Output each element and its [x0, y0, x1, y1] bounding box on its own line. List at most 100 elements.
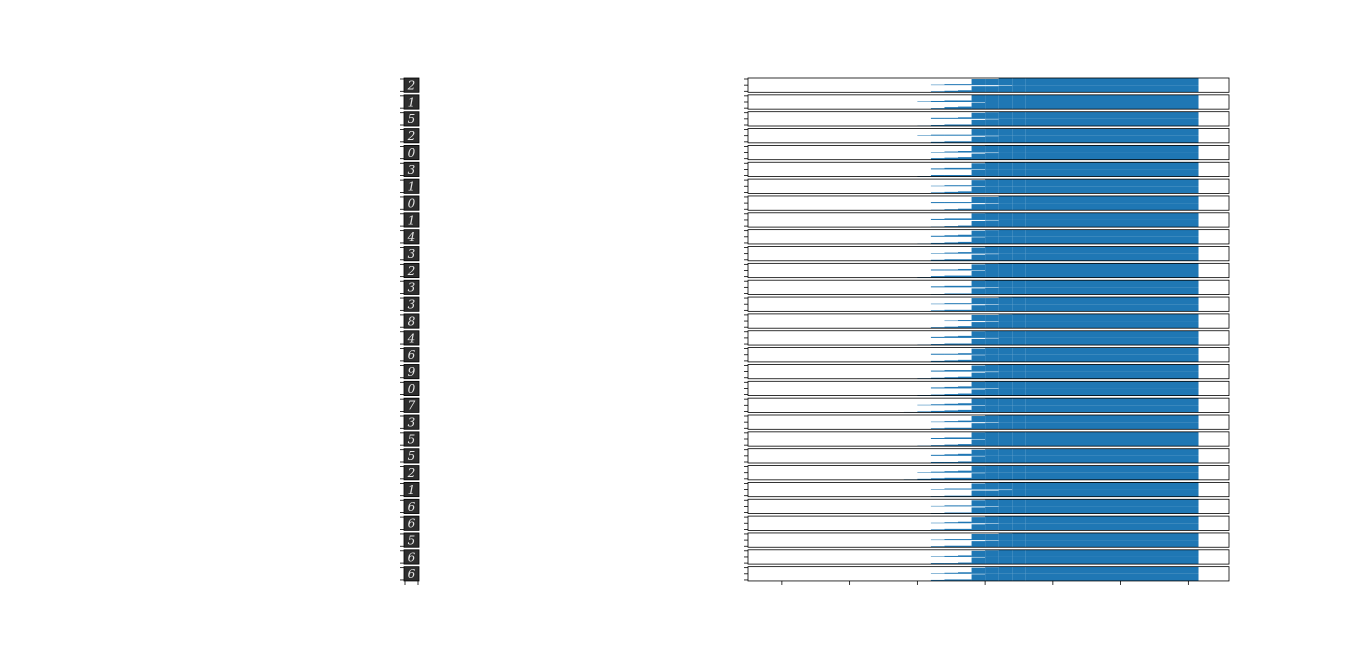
- histogram-bar: [930, 454, 945, 456]
- histogram-bar: [985, 321, 999, 329]
- histogram-bar: [1025, 455, 1199, 463]
- thumbnail-frame: [403, 397, 420, 413]
- histogram-bar: [971, 247, 986, 254]
- histogram-bar: [944, 309, 959, 312]
- histogram-bar: [1012, 455, 1026, 463]
- histogram-bar: [1025, 415, 1199, 423]
- histogram-bar: [985, 449, 999, 456]
- histogram-bar: [944, 488, 959, 490]
- histogram-bar: [971, 541, 986, 548]
- thumbnail-frame: [403, 380, 420, 396]
- digit-label: 3: [408, 416, 416, 430]
- digit-label: 2: [407, 79, 416, 93]
- histogram-bar: [930, 539, 945, 541]
- histogram-bar: [944, 437, 959, 439]
- histogram-bar: [958, 185, 972, 187]
- histogram-bar: [985, 431, 999, 439]
- histogram-bar: [958, 562, 972, 565]
- thumbnail-frame: [403, 246, 420, 262]
- histogram-bar: [985, 314, 999, 322]
- histogram-bar: [985, 153, 999, 160]
- histogram-bar: [971, 567, 986, 574]
- histogram-bar: [930, 336, 945, 338]
- histogram-bar: [998, 152, 1013, 160]
- histogram-bar: [930, 117, 945, 119]
- histogram-bar: [971, 136, 986, 143]
- histogram-bar: [971, 500, 986, 507]
- histogram-bar: [998, 573, 1013, 581]
- thumbnail-frame: [403, 229, 420, 245]
- digit-thumbnail: 2: [400, 262, 420, 279]
- histogram-bar: [944, 370, 959, 372]
- histogram-bar: [1025, 263, 1199, 271]
- histogram-bar: [1012, 321, 1026, 329]
- thumbnail-frame: [403, 515, 420, 531]
- histogram-bar: [971, 365, 986, 372]
- histogram-bar: [1012, 287, 1026, 295]
- digit-label: 3: [408, 247, 416, 261]
- histogram-bar: [1012, 313, 1026, 322]
- histogram-bar: [1012, 465, 1026, 473]
- histogram-bar: [971, 94, 986, 102]
- histogram-bar: [1025, 246, 1199, 254]
- histogram-bar: [998, 405, 1013, 413]
- histogram-bar: [971, 230, 986, 237]
- histogram-bar: [1025, 78, 1199, 86]
- digit-label: 9: [408, 365, 416, 379]
- thumbnail-frame: [403, 212, 420, 228]
- histogram-bar: [998, 162, 1013, 170]
- histogram-bar: [1012, 270, 1026, 278]
- histogram-bar: [998, 455, 1013, 463]
- digit-label: 3: [408, 298, 416, 312]
- histogram-bar: [971, 348, 986, 355]
- digit-thumbnail: 0: [400, 380, 420, 396]
- histogram-bar: [998, 330, 1013, 338]
- histogram-bar: [944, 275, 959, 278]
- thumbnail-frame: [403, 161, 420, 177]
- thumbnail-frame: [403, 144, 420, 161]
- histogram-bar: [1012, 549, 1026, 557]
- histogram-bar: [985, 567, 999, 574]
- histogram-panel: [744, 296, 1230, 312]
- histogram-bar: [1025, 405, 1199, 413]
- histogram-bar: [958, 234, 972, 237]
- histogram-bar: [971, 517, 986, 524]
- histogram-bar: [944, 90, 959, 93]
- histogram-bar: [958, 477, 972, 480]
- histogram-bar: [1025, 523, 1199, 531]
- histogram-bar: [985, 388, 999, 396]
- histogram-bar: [1025, 229, 1199, 237]
- histogram-bar: [917, 404, 931, 406]
- histogram-bar: [985, 556, 999, 565]
- histogram-bar: [930, 370, 945, 372]
- histogram-bar: [944, 336, 959, 338]
- histogram-bar: [971, 372, 986, 379]
- histogram-panel: [744, 380, 1230, 396]
- digit-thumbnail: 0: [400, 144, 420, 161]
- histogram-bar: [985, 338, 999, 346]
- histogram-bar: [971, 280, 986, 288]
- histogram-bar: [998, 304, 1013, 312]
- histogram-bar: [985, 169, 999, 177]
- histogram-bar: [944, 471, 959, 473]
- histogram-bar: [958, 303, 972, 305]
- histogram-bar: [971, 145, 986, 153]
- histogram-bar: [930, 478, 945, 480]
- thumbnail-frame: [403, 549, 420, 565]
- histogram-bar: [930, 202, 945, 204]
- histogram-bar: [1025, 321, 1199, 329]
- thumbnail-frame: [403, 330, 420, 346]
- histogram-bar: [998, 111, 1013, 119]
- histogram-bar: [944, 394, 959, 396]
- histogram-bar: [971, 483, 986, 490]
- histogram-bar: [1025, 364, 1199, 372]
- histogram-bar: [1025, 439, 1199, 447]
- histogram-stack: [744, 77, 1230, 582]
- histogram-bar: [1012, 354, 1026, 362]
- histogram-bar: [958, 275, 972, 278]
- histogram-bar: [985, 263, 999, 271]
- histogram-bar: [998, 566, 1013, 574]
- histogram-bar: [1012, 556, 1026, 565]
- digit-thumbnail: 6: [400, 498, 420, 514]
